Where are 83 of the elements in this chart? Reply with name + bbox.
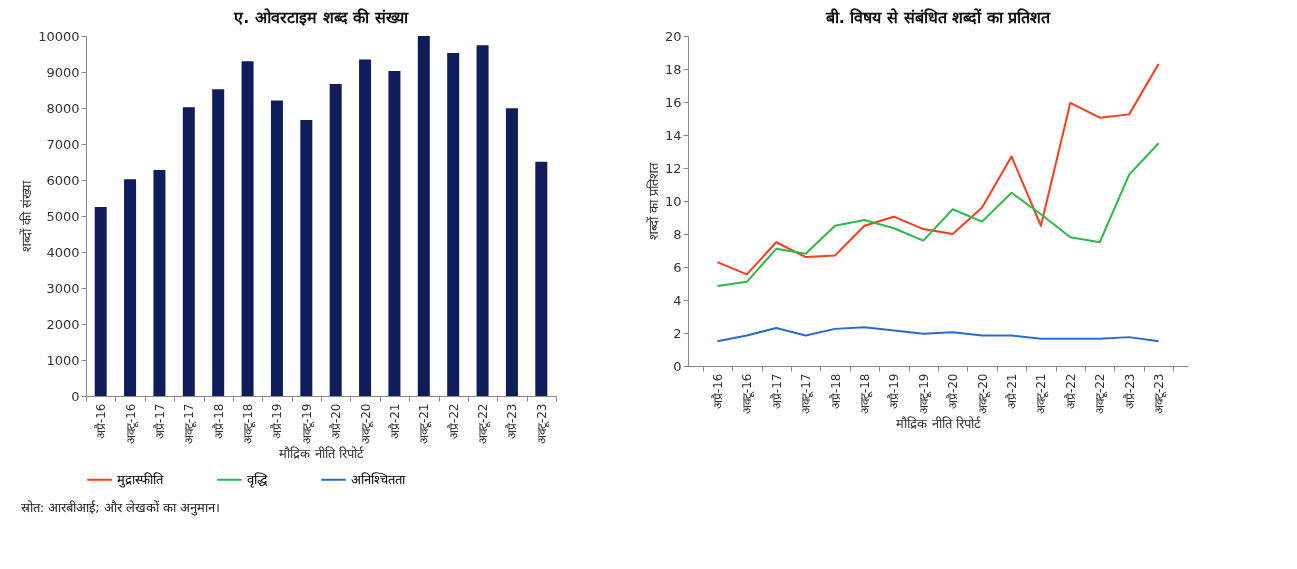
bar xyxy=(300,119,313,396)
x-tick-label: अप्रै-17 xyxy=(769,373,784,410)
y-tick-label: 6 xyxy=(673,259,682,275)
bar xyxy=(535,161,548,396)
y-tick-label: 4000 xyxy=(46,244,80,260)
y-tick-label: 10000 xyxy=(38,28,80,44)
y-tick-label: 8 xyxy=(673,226,682,242)
x-tick-label: अक्टू-20 xyxy=(975,373,991,415)
x-tick-label: अक्टू-17 xyxy=(182,403,198,445)
x-tick-label: अप्रै-23 xyxy=(1122,373,1137,410)
x-tick-label: अप्रै-20 xyxy=(329,403,344,440)
x-tick-label: अप्रै-17 xyxy=(152,403,167,440)
x-tick-label: अप्रै-21 xyxy=(1005,373,1020,410)
x-tick-label: अक्टू-18 xyxy=(241,403,257,445)
x-tick-label: अक्टू-19 xyxy=(916,373,932,415)
x-tick-label: अप्रै-19 xyxy=(887,373,902,410)
y-tick-label: 2 xyxy=(673,325,682,341)
y-tick-label: 0 xyxy=(71,388,80,404)
bar xyxy=(476,45,489,396)
x-tick-label: अक्टू-21 xyxy=(417,403,433,445)
bar xyxy=(212,89,225,396)
y-tick-label: 7000 xyxy=(46,136,80,152)
bar xyxy=(417,36,430,396)
x-tick-label: अप्रै-19 xyxy=(270,403,285,440)
x-tick-label: अप्रै-18 xyxy=(828,373,843,410)
x-tick-label: अक्टू-16 xyxy=(740,373,756,415)
y-tick-label: 20 xyxy=(664,28,682,44)
x-tick-label: अप्रै-22 xyxy=(1063,373,1078,410)
y-tick-label: 10 xyxy=(664,193,682,209)
x-tick-label: अक्टू-19 xyxy=(299,403,315,445)
chart-title: बी. विषय से संबंधित शब्दों का प्रतिशत xyxy=(824,8,1052,27)
bar xyxy=(270,100,283,396)
x-tick-label: अक्टू-21 xyxy=(1034,373,1050,415)
bar xyxy=(182,107,195,396)
x-tick-label: अक्टू-22 xyxy=(1093,373,1109,415)
x-tick-label: अप्रै-16 xyxy=(94,403,109,440)
x-tick-label: अप्रै-20 xyxy=(946,373,961,410)
y-axis-title: शब्दों की संख्या xyxy=(19,179,35,253)
bar xyxy=(359,59,372,396)
x-tick-label: अप्रै-23 xyxy=(505,403,520,440)
x-axis-title: मौद्रिक नीति रिपोर्ट xyxy=(896,416,981,432)
y-tick-label: 2000 xyxy=(46,316,80,332)
x-tick-label: अप्रै-18 xyxy=(211,403,226,440)
x-tick-label: अप्रै-16 xyxy=(710,373,725,410)
y-tick-label: 14 xyxy=(664,127,682,143)
line-series xyxy=(716,63,1160,276)
y-tick-label: 1000 xyxy=(46,352,80,368)
y-tick-label: 6000 xyxy=(46,172,80,188)
y-tick-label: 5000 xyxy=(46,208,80,224)
y-tick-label: 0 xyxy=(673,358,682,374)
legend-label: वृद्धि xyxy=(247,471,268,488)
x-tick-label: अक्टू-20 xyxy=(358,403,374,445)
bar xyxy=(94,207,107,396)
x-tick-label: अक्टू-17 xyxy=(799,373,815,415)
bar xyxy=(329,83,342,396)
x-tick-label: अक्टू-16 xyxy=(123,403,139,445)
y-tick-label: 3000 xyxy=(46,280,80,296)
bar xyxy=(153,169,166,396)
x-tick-label: अक्टू-23 xyxy=(534,403,550,445)
bar xyxy=(241,61,254,396)
legend-label: मुद्रास्फीति xyxy=(117,471,164,488)
bar xyxy=(505,108,518,396)
x-tick-label: अक्टू-23 xyxy=(1152,373,1168,415)
x-tick-label: अक्टू-18 xyxy=(857,373,873,415)
y-tick-label: 9000 xyxy=(46,64,80,80)
bar xyxy=(388,70,401,396)
y-tick-label: 8000 xyxy=(46,100,80,116)
bar xyxy=(124,179,137,396)
x-tick-label: अप्रै-22 xyxy=(446,403,461,440)
x-axis-title: मौद्रिक नीति रिपोर्ट xyxy=(279,446,364,462)
y-axis-title: शब्दों का प्रतिशत xyxy=(645,161,661,241)
chart-title: ए. ओवरटाइम शब्द की संख्या xyxy=(233,8,409,27)
bar xyxy=(447,52,460,396)
x-tick-label: अप्रै-21 xyxy=(387,403,402,440)
legend-label: अनिश्चितता xyxy=(351,471,406,487)
y-tick-label: 4 xyxy=(673,292,682,308)
y-tick-label: 16 xyxy=(664,94,682,110)
line-series xyxy=(716,142,1160,287)
y-tick-label: 18 xyxy=(664,61,682,77)
x-tick-label: अक्टू-22 xyxy=(476,403,492,445)
line-series xyxy=(716,326,1160,343)
text: स्रोत: आरबीआई; और लेखकों का अनुमान। xyxy=(20,500,221,516)
y-tick-label: 12 xyxy=(664,160,682,176)
